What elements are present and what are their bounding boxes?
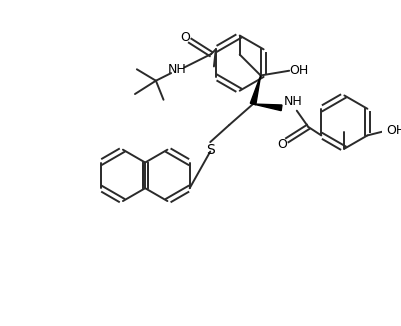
Text: NH: NH bbox=[283, 95, 302, 108]
Text: NH: NH bbox=[167, 63, 186, 76]
Text: O: O bbox=[180, 31, 190, 44]
Text: OH: OH bbox=[288, 64, 308, 77]
Text: OH: OH bbox=[385, 124, 401, 137]
Polygon shape bbox=[252, 104, 281, 111]
Text: O: O bbox=[277, 139, 287, 151]
Text: S: S bbox=[205, 143, 214, 157]
Polygon shape bbox=[250, 76, 260, 105]
